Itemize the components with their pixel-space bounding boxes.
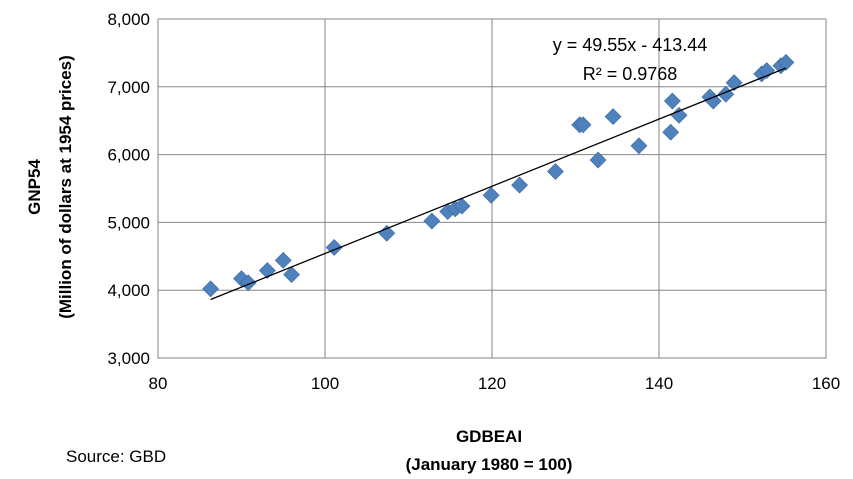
data-point xyxy=(423,212,441,230)
x-tick-label: 80 xyxy=(149,374,168,393)
data-point xyxy=(202,280,220,298)
y-tick-label: 5,000 xyxy=(107,213,150,232)
data-point xyxy=(274,251,292,269)
r-squared-label: R² = 0.9768 xyxy=(583,64,678,84)
y-axis-subtitle: (Million of dollars at 1954 prices) xyxy=(56,55,75,319)
trendline-equation: y = 49.55x - 413.44 xyxy=(553,35,708,55)
x-tick-label: 160 xyxy=(812,374,840,393)
y-tick-label: 8,000 xyxy=(107,10,150,29)
x-axis-ticks: 80 100 120 140 160 xyxy=(149,374,841,393)
data-point xyxy=(239,274,257,292)
x-tick-label: 140 xyxy=(645,374,673,393)
data-point xyxy=(283,266,301,284)
data-point xyxy=(670,106,688,124)
data-point xyxy=(511,176,528,194)
data-point xyxy=(453,197,471,215)
plot-area xyxy=(157,18,827,359)
data-point xyxy=(378,224,396,242)
x-tick-label: 120 xyxy=(478,374,506,393)
trendline xyxy=(210,67,787,301)
data-point xyxy=(589,151,607,169)
x-axis-subtitle: (January 1980 = 100) xyxy=(406,455,573,474)
data-point xyxy=(630,137,648,155)
data-point xyxy=(704,92,722,110)
y-tick-label: 6,000 xyxy=(107,146,150,165)
y-tick-label: 7,000 xyxy=(107,78,150,97)
x-tick-label: 100 xyxy=(311,374,339,393)
data-point xyxy=(574,116,592,134)
y-tick-label: 4,000 xyxy=(107,281,150,300)
y-axis-title: GNP54 xyxy=(25,159,44,215)
source-note: Source: GBD xyxy=(66,447,167,466)
data-point xyxy=(604,108,622,126)
data-point xyxy=(777,53,795,71)
x-axis-title: GDBEAI xyxy=(456,427,522,446)
data-point xyxy=(662,123,680,141)
data-point xyxy=(547,163,564,180)
data-point xyxy=(482,186,500,204)
y-tick-label: 3,000 xyxy=(107,349,150,368)
y-axis-ticks: 3,000 4,000 5,000 6,000 7,000 8,000 xyxy=(107,10,150,368)
data-point xyxy=(663,92,681,110)
data-points xyxy=(202,53,795,298)
